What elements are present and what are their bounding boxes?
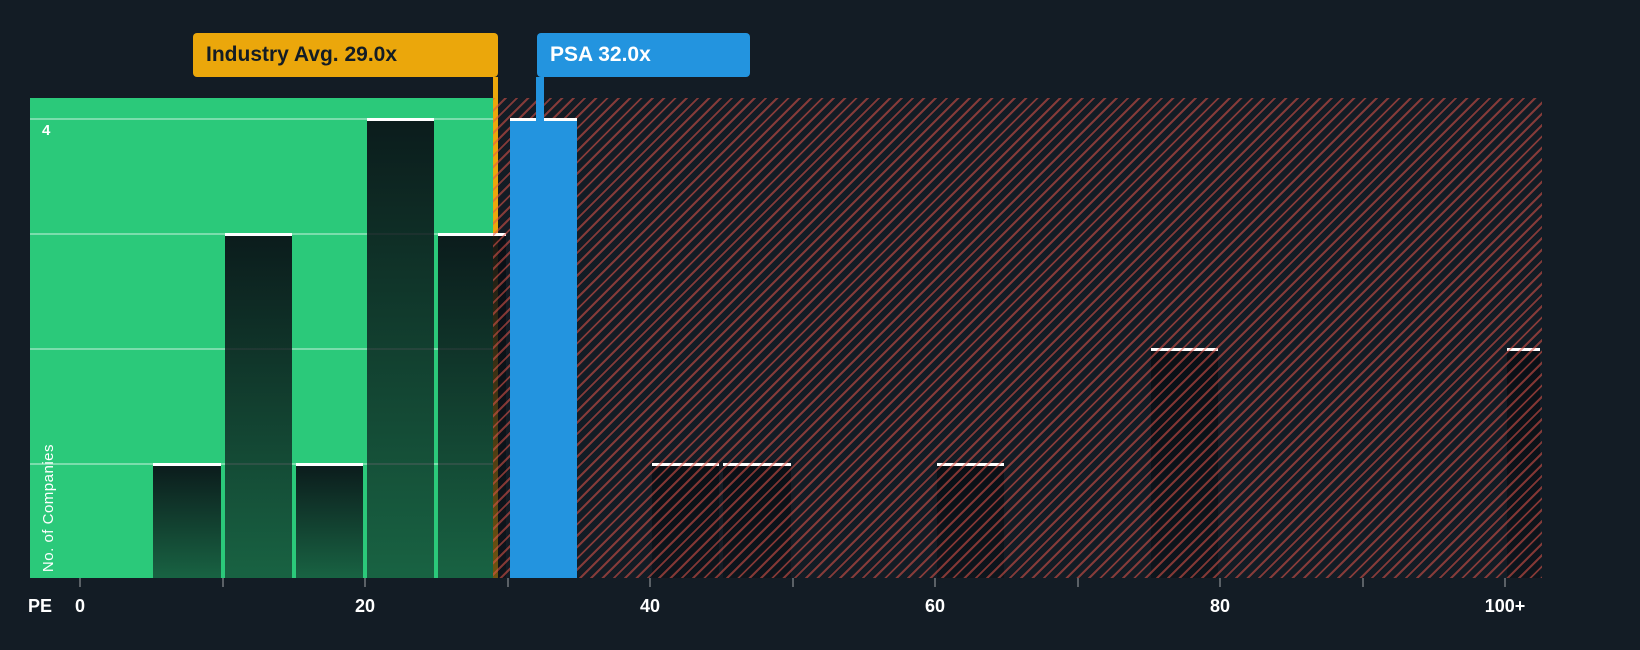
x-axis-tick	[1504, 578, 1506, 587]
company-count-bar[interactable]	[295, 463, 363, 578]
y-axis-max-label: 4	[42, 122, 51, 139]
x-axis-tick	[1361, 578, 1364, 587]
industry-avg-callout: Industry Avg. 29.0x	[193, 33, 498, 77]
x-axis-tick	[364, 578, 366, 587]
psa-callout-label: PSA 32.0x	[550, 43, 651, 66]
x-axis-tick	[221, 578, 224, 587]
psa-marker-line	[536, 77, 544, 122]
x-axis-tick	[1219, 578, 1221, 587]
x-axis-tick	[79, 578, 81, 587]
company-count-bar[interactable]	[224, 233, 292, 578]
x-axis-title: PE	[28, 596, 53, 616]
x-axis-tick-label: 0	[74, 596, 86, 616]
plot-area: 4 No. of Companies	[30, 77, 1542, 578]
psa-callout: PSA 32.0x	[537, 33, 750, 77]
x-axis-tick	[1076, 578, 1079, 587]
gridline	[30, 118, 494, 120]
x-axis-tick	[649, 578, 651, 587]
x-axis-tick-label: 20	[354, 596, 376, 616]
industry-avg-callout-label: Industry Avg. 29.0x	[206, 43, 398, 66]
x-axis-tick	[934, 578, 936, 587]
company-count-bar[interactable]	[153, 463, 221, 578]
x-axis-tick-label: 60	[924, 596, 946, 616]
company-count-bar[interactable]	[367, 118, 435, 578]
y-axis-title: No. of Companies	[40, 443, 57, 572]
x-axis-tick	[791, 578, 794, 587]
x-axis-tick-label: 40	[639, 596, 661, 616]
zone-above-industry-average	[493, 98, 1542, 578]
x-axis-tick-label: 100+	[1484, 596, 1526, 616]
psa-company-bar[interactable]	[509, 118, 577, 578]
x-axis-tick	[506, 578, 509, 587]
x-axis-tick-label: 80	[1209, 596, 1231, 616]
